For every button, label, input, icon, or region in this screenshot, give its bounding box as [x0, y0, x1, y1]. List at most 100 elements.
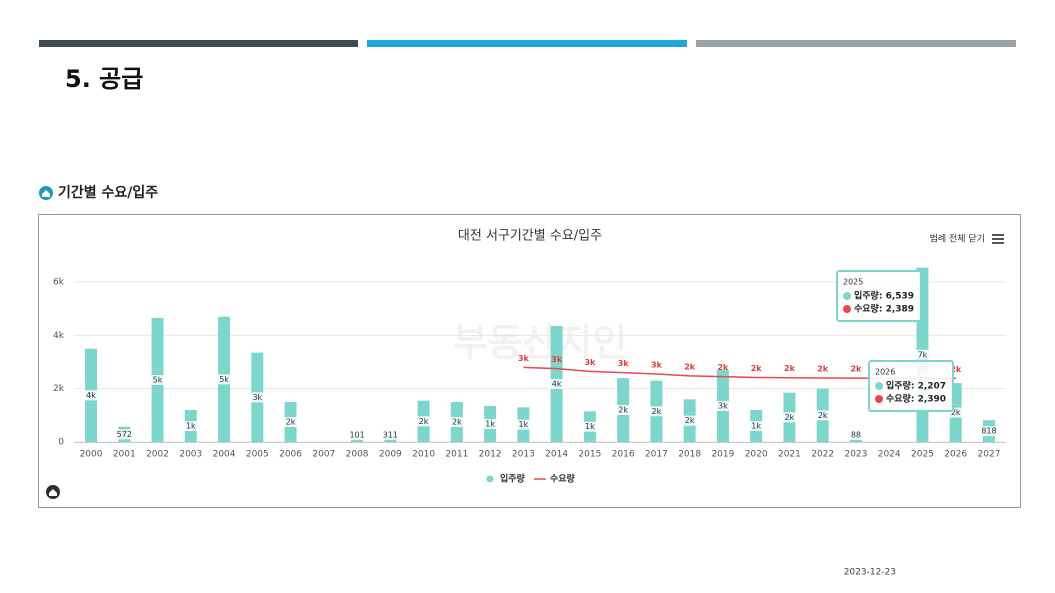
line-label: 3k [618, 359, 630, 368]
x-tick-label: 2011 [445, 450, 468, 460]
x-tick-label: 2006 [279, 450, 302, 460]
x-tick-label: 2015 [578, 450, 601, 460]
data-label-bg [548, 379, 565, 389]
legend-label: 수요량 [550, 473, 576, 485]
legend-swatch [486, 475, 494, 483]
data-label: 101 [349, 431, 364, 440]
data-label-bg [116, 429, 133, 440]
data-label: 7k [918, 350, 928, 359]
tooltip-title: 2025 [843, 278, 863, 287]
data-label-bg [914, 349, 931, 360]
data-label-bg [814, 410, 831, 421]
x-tick-label: 2003 [179, 450, 202, 460]
data-label-bg [349, 430, 366, 440]
x-tick-label: 2017 [645, 450, 668, 460]
tooltip-swatch [875, 395, 883, 403]
data-label: 1k [186, 422, 196, 431]
data-label: 2k [818, 411, 828, 420]
data-label-bg [182, 421, 199, 431]
tooltip-row: 수요량: 2,389 [854, 303, 914, 315]
legend-label: 입주량 [500, 473, 526, 485]
data-label-bg [980, 426, 997, 437]
x-tick-label: 2021 [778, 450, 801, 460]
data-label: 1k [519, 420, 529, 429]
data-label-bg [249, 392, 266, 403]
line-label: 3k [551, 355, 563, 364]
bar [849, 439, 862, 442]
x-tick-label: 2014 [545, 450, 568, 460]
x-tick-label: 2025 [911, 450, 934, 460]
line-label: 2k [717, 363, 729, 372]
x-tick-label: 2023 [844, 450, 867, 460]
line-label: 3k [584, 358, 596, 367]
line-label: 2k [784, 364, 796, 373]
line-label: 3k [518, 354, 530, 363]
line-label: 2k [850, 365, 862, 374]
data-label: 2k [652, 407, 662, 416]
tooltip [868, 360, 954, 412]
data-label-bg [847, 430, 864, 440]
watermark: 부동산지인 [453, 321, 628, 365]
home-icon [49, 489, 57, 496]
top-bar [367, 40, 687, 47]
data-label: 2k [785, 413, 795, 422]
top-bar [39, 40, 358, 47]
data-label-bg [615, 405, 632, 415]
tooltip-row: 입주량: 2,207 [886, 380, 946, 392]
line-label: 2k [817, 365, 829, 374]
line-label: 2k [950, 365, 962, 374]
data-label: 3k [252, 393, 262, 402]
data-label-bg [748, 421, 765, 431]
data-label: 1k [485, 420, 495, 429]
data-label: 818 [981, 427, 996, 436]
data-label-bg [216, 374, 233, 385]
tooltip-row: 수요량: 2,390 [886, 393, 946, 405]
top-bar [696, 40, 1016, 47]
data-label: 4k [552, 380, 562, 389]
data-label: 2k [951, 408, 961, 417]
data-label: 5k [153, 376, 163, 385]
section-icon [42, 190, 50, 197]
data-label: 2k [286, 418, 296, 427]
chart-frame [38, 214, 1021, 508]
date: 2023-12-23 [844, 568, 896, 578]
line-label: 2k [751, 364, 763, 373]
x-tick-label: 2019 [711, 450, 734, 460]
x-tick-label: 2000 [80, 450, 103, 460]
legend-toggle[interactable]: 범례 전체 닫기 [930, 233, 985, 245]
x-tick-label: 2009 [379, 450, 402, 460]
data-label: 2k [452, 418, 462, 427]
x-tick-label: 2016 [612, 450, 635, 460]
slide-title: 5. 공급 [65, 65, 143, 93]
data-label-bg [648, 406, 665, 417]
bar [351, 439, 364, 442]
tooltip [836, 270, 922, 322]
data-label-bg [581, 421, 598, 432]
x-tick-label: 2027 [978, 450, 1001, 460]
data-label-bg [515, 419, 532, 430]
x-tick-label: 2001 [113, 450, 136, 460]
data-label: 2k [685, 416, 695, 425]
tooltip-swatch [843, 305, 851, 313]
data-label: 3k [718, 402, 728, 411]
data-label-bg [714, 401, 731, 411]
x-tick-label: 2022 [811, 450, 834, 460]
y-tick-label: 6k [53, 278, 65, 288]
x-tick-label: 2002 [146, 450, 169, 460]
data-label-bg [415, 416, 432, 427]
data-label-bg [448, 417, 465, 427]
data-label: 311 [383, 431, 398, 440]
tooltip-title: 2026 [875, 368, 895, 377]
tooltip-row: 입주량: 6,539 [854, 290, 914, 302]
data-label: 5k [219, 375, 229, 384]
x-tick-label: 2026 [944, 450, 967, 460]
menu-icon[interactable] [992, 234, 1004, 244]
data-label-bg [681, 415, 698, 426]
data-label: 1k [585, 422, 595, 431]
data-label: 572 [117, 430, 132, 439]
data-label: 2k [618, 406, 628, 415]
line-label: 3k [651, 361, 663, 370]
x-tick-label: 2013 [512, 450, 535, 460]
data-label-bg [282, 417, 299, 427]
